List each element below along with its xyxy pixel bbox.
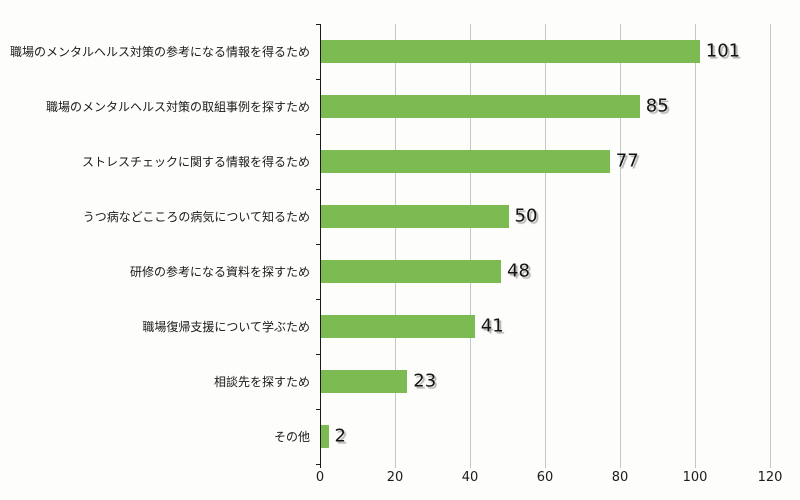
category-label: その他 xyxy=(273,430,310,444)
bar xyxy=(321,150,610,173)
y-axis-tick xyxy=(316,134,320,135)
gridline xyxy=(620,24,621,468)
bar xyxy=(321,315,475,338)
bar-row: 41 xyxy=(320,299,770,354)
gridline xyxy=(395,24,396,468)
bar-value-label: 85 xyxy=(645,95,669,117)
x-tick-label: 80 xyxy=(611,470,629,485)
category-label: 研修の参考になる資料を探すため xyxy=(129,265,310,279)
gridline xyxy=(695,24,696,468)
y-axis-tick xyxy=(316,79,320,80)
x-tick-label: 120 xyxy=(757,470,783,485)
bar xyxy=(321,260,501,283)
bar xyxy=(321,425,329,448)
y-axis-line xyxy=(320,24,321,468)
bar-value-label: 50 xyxy=(514,205,538,227)
bar-row: 85 xyxy=(320,79,770,134)
x-tick-label: 60 xyxy=(536,470,554,485)
category-label: 職場復帰支援について学ぶため xyxy=(142,320,310,334)
x-tick-label: 20 xyxy=(386,470,404,485)
y-axis-tick xyxy=(316,189,320,190)
x-axis-tick-labels: 0 20 40 60 80 100 120 xyxy=(0,470,800,490)
bar-value-label: 77 xyxy=(615,150,639,172)
category-label: 職場のメンタルヘルス対策の参考になる情報を得るため xyxy=(9,45,310,59)
bar xyxy=(321,370,408,393)
y-axis-tick xyxy=(316,409,320,410)
bar-row: 101 xyxy=(320,24,770,79)
bar xyxy=(321,95,640,118)
bar-value-label: 2 xyxy=(334,425,346,447)
bar-row: 77 xyxy=(320,134,770,189)
bar-value-label: 41 xyxy=(480,315,504,337)
y-axis-tick xyxy=(316,24,320,25)
x-tick-label: 40 xyxy=(461,470,479,485)
gridline xyxy=(545,24,546,468)
y-axis-tick xyxy=(316,464,320,465)
x-tick-label: 100 xyxy=(682,470,708,485)
bar xyxy=(321,205,509,228)
bar-row: 50 xyxy=(320,189,770,244)
bar-row: 2 xyxy=(320,409,770,464)
category-label: 職場のメンタルヘルス対策の取組事例を探すため xyxy=(45,100,310,114)
category-label: 相談先を探すため xyxy=(213,375,310,389)
bar-row: 23 xyxy=(320,354,770,409)
gridline xyxy=(770,24,771,468)
bar-value-label: 48 xyxy=(507,260,530,282)
bar-value-label: 23 xyxy=(413,370,437,392)
bar xyxy=(321,40,700,63)
bar-value-label: 101 xyxy=(705,40,741,62)
x-tick-label: 0 xyxy=(315,470,325,485)
bar-row: 48 xyxy=(320,244,770,299)
category-label: うつ病などこころの病気について知るため xyxy=(82,210,310,224)
gridline xyxy=(470,24,471,468)
y-axis-tick xyxy=(316,244,320,245)
plot-area: 101 85 77 50 48 41 23 2 xyxy=(316,24,771,468)
y-axis-tick xyxy=(316,299,320,300)
category-label: ストレスチェックに関する情報を得るため xyxy=(81,155,310,169)
y-axis-tick xyxy=(316,354,320,355)
